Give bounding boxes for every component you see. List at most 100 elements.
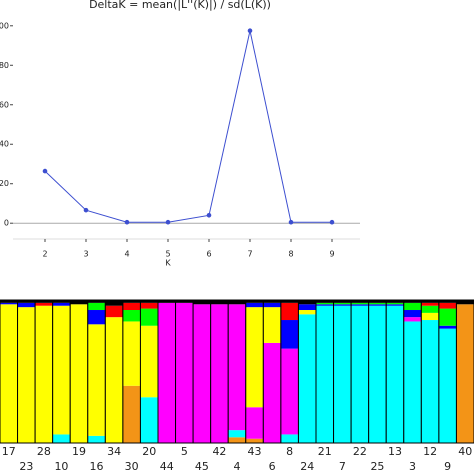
x-tick-label: 8 xyxy=(288,250,293,259)
bar-segment xyxy=(298,314,316,443)
x-tick-label: 22 xyxy=(353,445,367,458)
x-tick-label: 13 xyxy=(388,445,402,458)
x-tick-label: 40 xyxy=(458,445,472,458)
x-tick-label: 28 xyxy=(37,445,51,458)
bar-segment xyxy=(368,300,387,303)
bar-segment xyxy=(35,300,53,303)
bar-segment xyxy=(438,328,457,443)
bar-segment xyxy=(351,305,369,443)
bar-segment xyxy=(0,304,18,443)
bar-segment xyxy=(175,300,194,303)
bar-segment xyxy=(386,305,404,443)
bar-segment xyxy=(280,434,299,443)
bar-segment xyxy=(140,397,158,443)
x-axis-label: K xyxy=(165,259,171,268)
bar-segment xyxy=(158,302,176,443)
x-tick-label: 45 xyxy=(195,460,209,473)
x-tick-label: 16 xyxy=(90,460,104,473)
bar-segment xyxy=(140,325,158,398)
bar-segment xyxy=(280,300,299,303)
x-tick-label: 19 xyxy=(72,445,86,458)
bar-segment xyxy=(35,305,53,443)
bar-segment xyxy=(245,302,264,308)
point xyxy=(288,219,294,225)
x-tick-label: 44 xyxy=(160,460,174,473)
bar-segment xyxy=(87,300,106,303)
bar-segment xyxy=(35,302,53,306)
bar-segment xyxy=(228,437,246,443)
bar-segment xyxy=(403,321,422,443)
bar-segment xyxy=(70,304,88,443)
point xyxy=(329,219,335,225)
bar-segment xyxy=(421,320,439,443)
bar-segment xyxy=(17,300,36,303)
y-tick-label: 40 xyxy=(0,140,9,149)
y-tick-label: 0 xyxy=(4,219,9,228)
bar-segment xyxy=(386,300,404,303)
bar-segment xyxy=(351,300,369,303)
bar-segment xyxy=(333,302,352,305)
bar-segment xyxy=(280,320,299,349)
x-tick-label: 34 xyxy=(107,445,121,458)
point xyxy=(165,219,171,225)
bar-segment xyxy=(280,348,299,435)
bar-segment xyxy=(421,312,439,321)
point xyxy=(247,28,253,34)
x-tick-label: 43 xyxy=(248,445,262,458)
bar-segment xyxy=(0,302,18,305)
x-tick-label: 4 xyxy=(124,250,129,259)
bar-segment xyxy=(228,430,246,438)
bar-segment xyxy=(438,300,457,303)
bar-segment xyxy=(438,302,457,309)
bar-segment xyxy=(193,300,211,305)
point xyxy=(42,168,48,174)
point xyxy=(206,213,212,218)
bar-segment xyxy=(0,300,18,303)
bar-segment xyxy=(456,300,474,305)
bar-segment xyxy=(17,302,36,308)
bar-segment xyxy=(316,300,334,303)
bar-segment xyxy=(52,302,71,306)
bar-segment xyxy=(17,307,36,443)
bar-segment xyxy=(263,300,281,303)
bar-segment xyxy=(438,325,457,329)
bar-segment xyxy=(368,302,387,305)
y-tick-label: 20 xyxy=(0,179,9,188)
bar-segment xyxy=(386,302,404,305)
x-tick-label: 30 xyxy=(125,460,139,473)
bar-segment xyxy=(333,304,352,306)
bar-segment xyxy=(140,308,158,326)
bar-segment xyxy=(105,305,123,318)
bar-segment xyxy=(298,304,316,311)
bar-segment xyxy=(245,300,264,303)
x-tick-label: 42 xyxy=(212,445,226,458)
bar-segment xyxy=(298,310,316,315)
bar-segment xyxy=(52,300,71,303)
x-tick-label: 4 xyxy=(234,460,241,473)
y-tick-label: 60 xyxy=(0,100,9,109)
bar-segment xyxy=(228,304,246,431)
y-tick-label: 100 xyxy=(0,21,9,30)
bar-segment xyxy=(263,302,281,308)
x-tick-label: 20 xyxy=(142,445,156,458)
bar-segment xyxy=(52,434,71,443)
x-tick-label: 6 xyxy=(269,460,276,473)
x-tick-label: 5 xyxy=(165,250,170,259)
bar-segment xyxy=(122,302,141,311)
bar-segment xyxy=(316,304,334,306)
x-tick-label: 7 xyxy=(247,250,252,259)
x-tick-label: 9 xyxy=(329,250,334,259)
bar-segment xyxy=(210,300,229,305)
bar-segment xyxy=(386,304,404,306)
bar-segment xyxy=(245,407,264,439)
bar-segment xyxy=(87,302,106,311)
bar-segment xyxy=(263,342,281,443)
x-tick-label: 3 xyxy=(83,250,88,259)
bar-segment xyxy=(456,304,474,443)
bar-segment xyxy=(122,310,141,322)
bar-segment xyxy=(87,435,106,443)
bar-segment xyxy=(140,300,158,303)
bar-segment xyxy=(280,302,299,321)
bar-segment xyxy=(298,300,316,305)
